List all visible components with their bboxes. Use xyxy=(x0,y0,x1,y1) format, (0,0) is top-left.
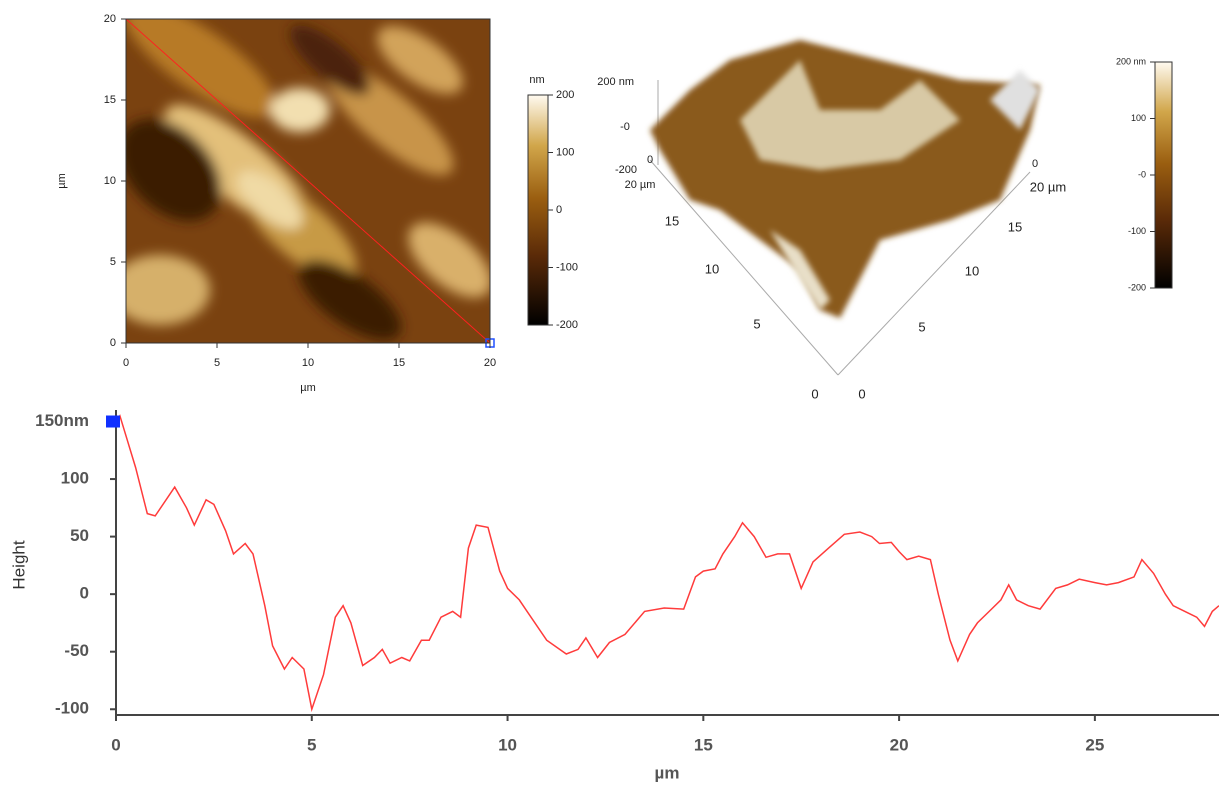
y-tick-label: 100 xyxy=(61,469,89,488)
axis-label-3d: -200 xyxy=(615,164,637,176)
y-tick-label: 0 xyxy=(80,584,89,603)
colorbar-tick-label: -100 xyxy=(1128,226,1146,236)
colorbar-tick-label: -0 xyxy=(1138,169,1146,179)
y-axis-label: Height xyxy=(9,540,28,589)
y-tick-label: -50 xyxy=(64,641,89,660)
axis-label-3d: 15 xyxy=(1008,219,1022,234)
axis-label-3d: 200 nm xyxy=(597,76,634,88)
x-axis-label: µm xyxy=(300,382,316,394)
axis-label-3d: 20 µm xyxy=(625,179,656,191)
y-tick-label: 10 xyxy=(104,175,116,187)
colorbar-tick-label: 100 xyxy=(556,146,574,158)
axis-label-3d: 0 xyxy=(811,386,818,401)
x-tick-label: 25 xyxy=(1085,735,1104,754)
colorbar-3d xyxy=(1154,61,1173,289)
x-tick-label: 20 xyxy=(484,357,496,369)
x-axis-label: µm xyxy=(655,763,680,782)
x-tick-label: 15 xyxy=(694,735,713,754)
x-tick-label: 15 xyxy=(393,357,405,369)
axis-label-3d: 0 xyxy=(1032,158,1038,170)
y-tick-label: 20 xyxy=(104,13,116,25)
y-tick-label: 5 xyxy=(110,256,116,268)
colorbar-tick-label: 100 xyxy=(1131,113,1146,123)
x-tick-label: 0 xyxy=(111,735,120,754)
axis-label-3d: 0 xyxy=(858,386,865,401)
colorbar-tick-label: 200 nm xyxy=(1116,56,1146,66)
y-tick-label: 150nm xyxy=(35,411,89,430)
afm-image xyxy=(126,19,490,343)
colorbar-label: nm xyxy=(529,74,544,86)
colorbar-tick-label: 200 xyxy=(556,89,574,101)
x-tick-label: 10 xyxy=(498,735,517,754)
axis-label-3d: 10 xyxy=(705,261,719,276)
x-tick-label: 5 xyxy=(307,735,316,754)
y-tick-label: 0 xyxy=(110,337,116,349)
y-tick-label: -100 xyxy=(55,699,89,718)
y-tick-label: 50 xyxy=(70,526,89,545)
axis-label-3d: 15 xyxy=(665,213,679,228)
colorbar-tick-label: -100 xyxy=(556,261,578,273)
colorbar-tick-label: -200 xyxy=(1128,282,1146,292)
axis-label-3d: 5 xyxy=(918,319,925,334)
x-tick-label: 10 xyxy=(302,357,314,369)
x-tick-label: 0 xyxy=(123,357,129,369)
y-axis-label: µm xyxy=(56,173,68,189)
axis-label-3d: 0 xyxy=(647,154,653,166)
colorbar-tick-label: -200 xyxy=(556,319,578,331)
colorbar-tick-label: 0 xyxy=(556,204,562,216)
x-tick-label: 20 xyxy=(890,735,909,754)
surface-3d xyxy=(649,40,1040,376)
axis-label-3d: 20 µm xyxy=(1030,179,1066,194)
y-tick-label: 15 xyxy=(104,94,116,106)
colorbar xyxy=(527,94,549,326)
cursor-marker xyxy=(106,415,120,428)
axis-label-3d: -0 xyxy=(620,121,630,133)
axis-label-3d: 5 xyxy=(753,316,760,331)
profile-line xyxy=(115,414,1219,713)
x-tick-label: 5 xyxy=(214,357,220,369)
axis-label-3d: 10 xyxy=(965,263,979,278)
